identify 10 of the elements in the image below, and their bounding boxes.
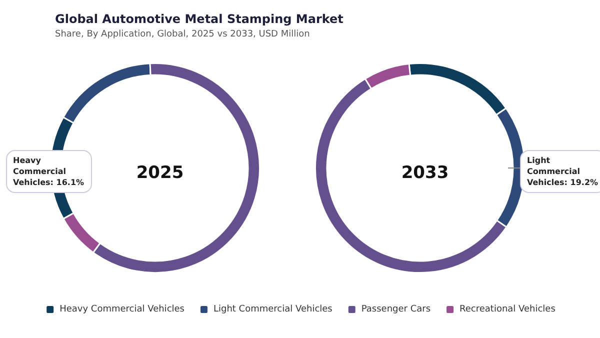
slice-label: 2025 bbox=[136, 163, 184, 183]
chart-subtitle: Share, By Application, Global, 2025 vs 2033, USD Million bbox=[55, 30, 310, 40]
legend-label: Heavy Commercial Vehicles bbox=[60, 304, 185, 314]
legend-label: Passenger Cars bbox=[361, 304, 431, 314]
legend-label: Light Commercial Vehicles bbox=[213, 304, 333, 314]
text: Heavy Commercial Vehicles: 16.1% bbox=[13, 156, 84, 187]
chart-title: Global Automotive Metal Stamping Market bbox=[55, 12, 344, 26]
text: Light Commercial Vehicles: 19.2% bbox=[527, 156, 598, 187]
legend-label: Recreational Vehicles bbox=[460, 304, 556, 314]
slice-label: 2033 bbox=[401, 163, 449, 183]
